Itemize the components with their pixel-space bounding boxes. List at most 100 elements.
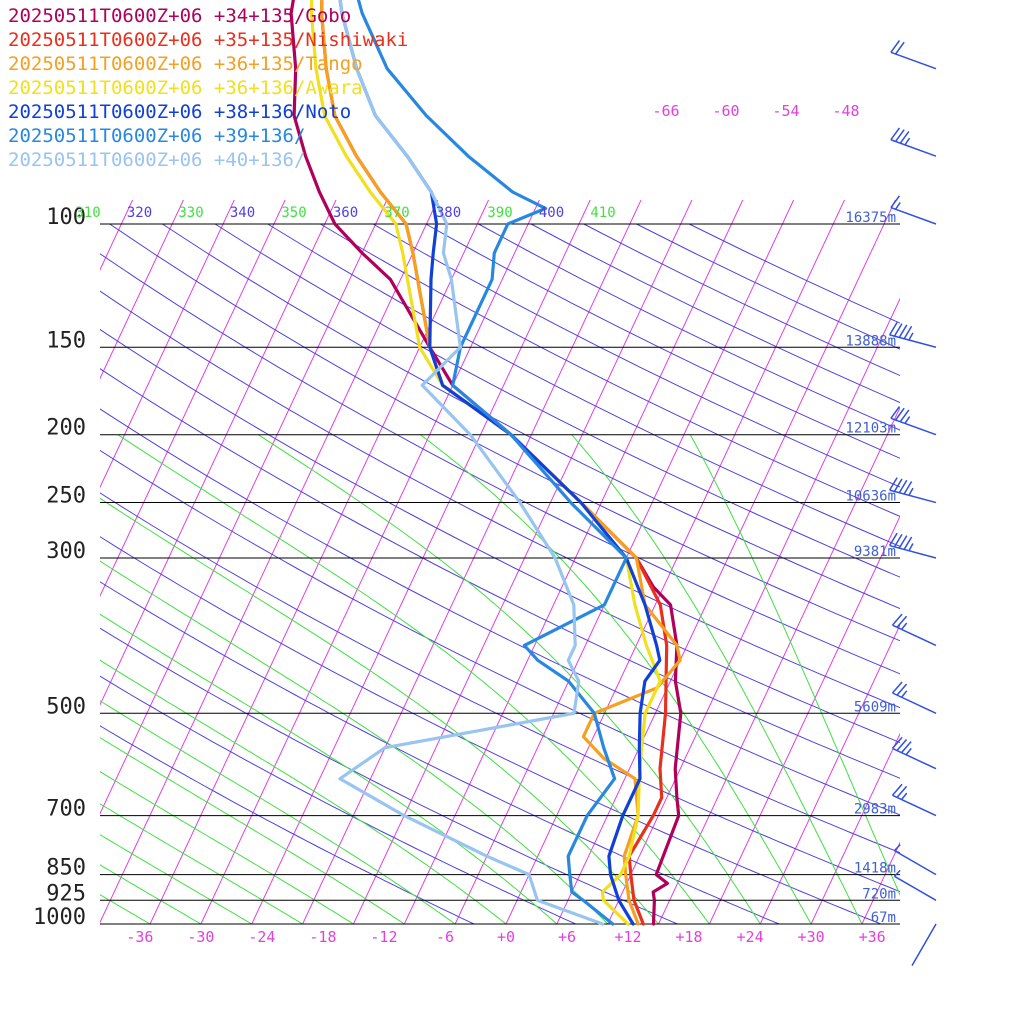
height-label: 67m — [871, 910, 896, 926]
isotherm-line — [100, 200, 134, 271]
moist-adiabat — [117, 434, 710, 924]
wind-barb — [890, 406, 937, 436]
sounding-series — [289, 0, 683, 926]
wind-barb — [893, 869, 937, 901]
legend: 20250511T0600Z+06 +34+135/Gobo 20250511T… — [8, 4, 408, 172]
isotherm-line — [607, 297, 900, 924]
isotherm-line — [810, 732, 900, 924]
temperature-tick-label: -12 — [370, 928, 397, 946]
wind-barb — [891, 681, 937, 714]
isotherm-line — [759, 623, 900, 924]
dry-adiabat — [100, 581, 781, 924]
theta-label: 350 — [281, 205, 306, 221]
moist-adiabat — [100, 700, 456, 924]
theta-label: 390 — [487, 205, 512, 221]
theta-label: 340 — [230, 205, 255, 221]
isotherm-line — [906, 192, 1024, 939]
height-label: 10636m — [845, 489, 896, 505]
isotherm-line — [657, 406, 900, 924]
upper-temperature-label: -54 — [772, 102, 799, 120]
pressure-label: 250 — [46, 484, 86, 509]
pressure-label: 200 — [46, 416, 86, 441]
dry-adiabat — [100, 368, 900, 779]
isobar-lines — [100, 223, 900, 925]
pressure-label: 100 — [46, 205, 86, 230]
moist-adiabat — [571, 434, 863, 924]
dry-adiabat — [100, 328, 900, 744]
isotherm-line — [100, 200, 337, 706]
moist-adiabat — [100, 737, 405, 924]
wind-barb — [893, 844, 937, 876]
moist-adiabat — [100, 560, 609, 924]
temperature-tick-label: -36 — [126, 928, 153, 946]
isotherm-line — [100, 200, 235, 489]
theta-label: 320 — [127, 205, 152, 221]
dry-adiabat — [100, 627, 679, 924]
dry-adiabat — [100, 536, 883, 924]
dry-adiabat — [100, 408, 900, 816]
isotherm-line — [957, 192, 1024, 939]
moist-adiabat — [100, 497, 659, 924]
pressure-label: 1000 — [33, 905, 86, 930]
theta-label: 370 — [384, 205, 409, 221]
isotherm-line — [0, 192, 35, 939]
dry-adiabat — [267, 223, 900, 547]
height-label: 12103m — [845, 421, 896, 437]
temperature-tick-label: +0 — [497, 928, 515, 946]
upper-temperature-label: -66 — [652, 102, 679, 120]
height-label: 9381m — [854, 544, 896, 560]
temperature-tick-label: +12 — [614, 928, 641, 946]
wind-barbs — [888, 40, 937, 966]
dry-adiabat — [530, 223, 900, 404]
moist-adiabat — [100, 613, 558, 924]
dry-adiabat — [100, 449, 900, 854]
dry-adiabat — [162, 223, 900, 610]
dry-adiabat — [109, 223, 900, 642]
moist-adiabat — [100, 803, 303, 924]
legend-entry-noto: 20250511T0600Z+06 +38+136/Noto — [8, 101, 352, 123]
dry-adiabat — [478, 223, 900, 431]
upper-temperature-label: -48 — [832, 102, 859, 120]
wind-barb — [888, 477, 937, 504]
moist-adiabat-lines — [100, 434, 900, 924]
moist-adiabat — [689, 434, 900, 897]
sounding-line-6 — [356, 0, 628, 926]
height-label: 720m — [862, 886, 896, 902]
temperature-tick-label: +30 — [798, 928, 825, 946]
pressure-label: 300 — [46, 539, 86, 564]
wind-barb — [890, 195, 937, 225]
height-label: 16375m — [845, 210, 896, 226]
moist-adiabat — [257, 434, 761, 924]
dry-adiabat-lines — [100, 223, 900, 924]
dry-adiabat — [688, 223, 900, 324]
temperature-tick-label: -24 — [248, 928, 275, 946]
pressure-label: 850 — [46, 856, 86, 881]
height-label: 5609m — [854, 699, 896, 715]
isotherm-line — [403, 200, 744, 924]
isotherm-line — [505, 200, 846, 924]
isotherm-line — [556, 200, 896, 924]
isotherm-line — [1008, 192, 1024, 939]
dry-adiabat — [214, 223, 900, 578]
pressure-label: 150 — [46, 328, 86, 353]
isotherm-line — [352, 200, 693, 924]
theta-label: 410 — [590, 205, 615, 221]
pressure-label: 500 — [46, 694, 86, 719]
moist-adiabat — [100, 659, 507, 924]
temperature-tick-label: +36 — [859, 928, 886, 946]
dry-adiabat — [100, 675, 577, 924]
legend-entry-39-136: 20250511T0600Z+06 +39+136/ — [8, 125, 306, 147]
upper-temperature-label: -60 — [712, 102, 739, 120]
isotherm-line — [861, 841, 900, 924]
legend-entry-40-136: 20250511T0600Z+06 +40+136/ — [8, 149, 306, 171]
wind-barb — [890, 127, 937, 157]
dry-adiabat — [636, 223, 900, 350]
dry-adiabat — [320, 223, 900, 517]
dry-adiabat — [100, 290, 900, 709]
temperature-tick-label: +24 — [737, 928, 764, 946]
isotherm-line — [100, 200, 184, 380]
dry-adiabat — [425, 223, 900, 459]
dry-adiabat — [100, 253, 900, 675]
